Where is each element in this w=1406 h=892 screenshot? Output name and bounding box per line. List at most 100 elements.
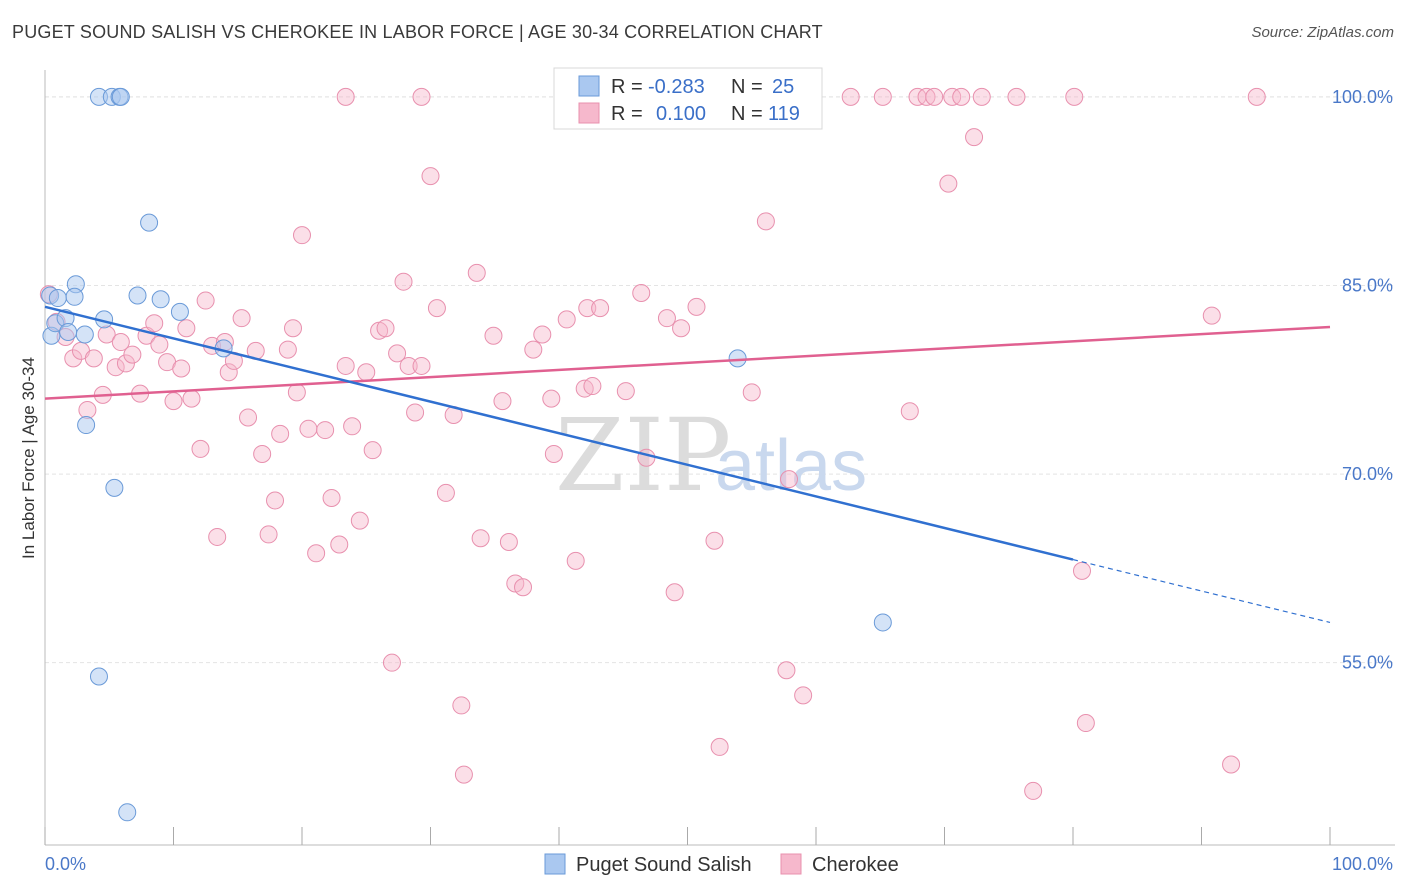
- cherokee-point: [1072, 561, 1091, 580]
- cherokee-point: [177, 319, 196, 338]
- cherokee-point: [467, 263, 486, 282]
- cherokee-point: [873, 87, 892, 106]
- cherokee-point: [583, 377, 602, 396]
- cherokee-point: [293, 226, 311, 245]
- cherokee-point: [191, 439, 210, 458]
- stats-n-value-blue: 25: [772, 76, 794, 98]
- axes: [44, 70, 1395, 846]
- cherokee-point: [952, 87, 971, 106]
- cherokee-point: [363, 441, 382, 460]
- cherokee-point: [123, 345, 142, 364]
- puget-sound-salish-trendline: [44, 305, 1074, 561]
- x-tick-label-max: 100.0%: [1332, 854, 1393, 874]
- cherokee-point: [388, 344, 407, 363]
- cherokee-point: [900, 402, 919, 421]
- cherokee-point: [1247, 87, 1266, 106]
- puget-sound-salish-point: [59, 322, 78, 341]
- legend-item-cherokee[interactable]: Cherokee: [780, 853, 899, 876]
- cherokee-point: [544, 444, 563, 463]
- cherokee-point: [632, 284, 651, 303]
- stats-n-value-pink: 119: [768, 103, 800, 125]
- y-tick-label: 55.0%: [1342, 653, 1393, 673]
- cherokee-point: [452, 696, 471, 715]
- cherokee-point: [350, 511, 369, 530]
- cherokee-point: [493, 392, 512, 411]
- cherokee-point: [150, 335, 169, 354]
- cherokee-point: [925, 87, 944, 106]
- legend-item-puget-sound-salish[interactable]: Puget Sound Salish: [544, 853, 752, 876]
- cherokee-point: [172, 359, 191, 378]
- cherokee-point: [578, 299, 597, 318]
- watermark: ZIP atlas: [555, 397, 867, 514]
- cherokee-point: [637, 448, 656, 467]
- puget-sound-salish-point: [111, 87, 130, 106]
- cherokee-point: [219, 363, 238, 382]
- cherokee-point: [436, 483, 455, 502]
- y-tick-label: 85.0%: [1342, 275, 1393, 295]
- cherokee-point: [322, 488, 341, 507]
- cherokee-point: [145, 314, 164, 333]
- cherokee-point: [542, 389, 561, 408]
- stats-r-label-blue: R =: [611, 76, 643, 98]
- cherokee-point: [777, 661, 796, 680]
- chart-title: PUGET SOUND SALISH VS CHEROKEE IN LABOR …: [12, 22, 823, 42]
- puget-sound-salish-points: [41, 87, 892, 822]
- stats-n-label-pink: N =: [731, 103, 763, 125]
- cherokee-point: [406, 403, 425, 422]
- cherokee-point: [794, 686, 813, 705]
- stats-r-value-pink: 0.100: [656, 103, 706, 125]
- y-axis-title: In Labor Force | Age 30-34: [19, 357, 38, 559]
- cherokee-point: [208, 527, 227, 546]
- y-tick-label: 100.0%: [1332, 87, 1393, 107]
- cherokee-point: [1024, 781, 1043, 800]
- stats-legend: R = -0.283 N = 25 R = 0.100 N = 119: [553, 67, 823, 130]
- cherokee-point: [399, 356, 418, 375]
- cherokee-point: [64, 349, 83, 368]
- cherokee-point: [182, 389, 201, 408]
- puget-sound-salish-point: [873, 613, 892, 632]
- legend-label-cherokee: Cherokee: [812, 854, 899, 876]
- stats-r-label-pink: R =: [611, 103, 643, 125]
- cherokee-point: [376, 319, 395, 338]
- cherokee-point: [710, 737, 729, 756]
- puget-sound-salish-point: [728, 349, 747, 368]
- cherokee-point: [557, 310, 576, 329]
- cherokee-point: [111, 333, 130, 352]
- cherokee-point: [259, 525, 278, 544]
- cherokee-point: [299, 419, 318, 438]
- cherokee-point: [427, 299, 446, 318]
- puget-sound-salish-point: [118, 803, 137, 822]
- cherokee-point: [382, 653, 401, 672]
- cherokee-point: [591, 299, 610, 318]
- bottom-legend: Puget Sound Salish Cherokee: [544, 853, 899, 876]
- source-credit: Source: ZipAtlas.com: [1251, 24, 1394, 41]
- cherokee-point: [484, 326, 503, 345]
- cherokee-point: [665, 583, 684, 602]
- cherokee-point: [454, 765, 473, 784]
- puget-sound-salish-point: [170, 302, 189, 321]
- stats-r-value-blue: -0.283: [648, 76, 705, 98]
- cherokee-point: [616, 382, 635, 401]
- cherokee-point: [524, 340, 543, 359]
- cherokee-point: [106, 358, 125, 377]
- cherokee-point: [253, 444, 272, 463]
- cherokee-point: [196, 291, 215, 310]
- legend-swatch-pink: [780, 853, 802, 875]
- cherokee-point: [307, 544, 326, 563]
- puget-sound-salish-point: [105, 478, 124, 497]
- puget-sound-salish-point: [77, 416, 96, 435]
- legend-label-puget-sound-salish: Puget Sound Salish: [576, 854, 752, 876]
- cherokee-point: [533, 325, 552, 344]
- cherokee-point: [336, 356, 355, 375]
- puget-sound-salish-point: [140, 213, 159, 232]
- cherokee-point: [1076, 714, 1095, 733]
- cherokee-point: [412, 87, 431, 106]
- cherokee-point: [657, 309, 676, 328]
- cherokee-trendline: [44, 325, 1331, 400]
- cherokee-point: [412, 356, 431, 375]
- cherokee-point: [566, 551, 585, 570]
- puget-sound-salish-point: [75, 325, 94, 344]
- cherokee-point: [336, 87, 355, 106]
- cherokee-points: [39, 87, 1266, 800]
